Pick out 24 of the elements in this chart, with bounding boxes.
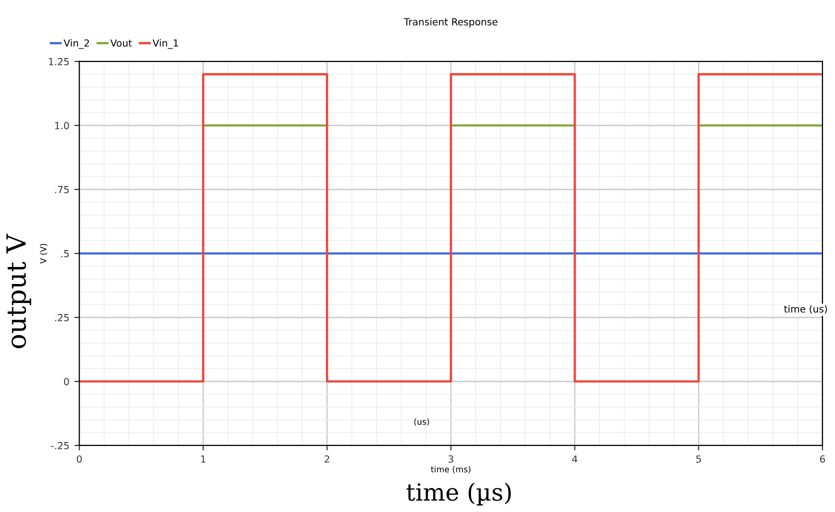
annotation: time (us) bbox=[784, 305, 827, 314]
chart-title: Transient Response bbox=[404, 18, 498, 28]
y-tick-label: 1.25 bbox=[49, 58, 69, 66]
y-tick-label: 1.0 bbox=[55, 122, 69, 130]
legend-label: Vin_1 bbox=[152, 39, 178, 49]
y-tick-label: .25 bbox=[55, 314, 69, 322]
x-axis-title: time (ms) bbox=[430, 466, 470, 474]
x-tick-label: 2 bbox=[324, 455, 330, 463]
y-tick-label: .75 bbox=[55, 186, 69, 194]
x-tick-label: 5 bbox=[696, 455, 701, 463]
legend-label: Vin_2 bbox=[64, 39, 89, 49]
x-tick-label: 4 bbox=[572, 455, 578, 463]
annotation: (us) bbox=[414, 418, 430, 426]
x-tick-label: 6 bbox=[820, 455, 825, 463]
x-tick-label: 0 bbox=[76, 455, 82, 463]
y-axis-title: V (V) bbox=[40, 244, 48, 264]
y-tick-label: .5 bbox=[61, 250, 69, 258]
text: time (µs) bbox=[406, 482, 511, 506]
x-tick-label: 3 bbox=[448, 455, 454, 463]
y-tick-label: -.25 bbox=[51, 442, 69, 450]
x-tick-label: 1 bbox=[201, 455, 206, 463]
legend-label: Vout bbox=[110, 39, 132, 47]
y-tick-label: 0 bbox=[64, 378, 69, 386]
text: output V bbox=[6, 234, 32, 348]
